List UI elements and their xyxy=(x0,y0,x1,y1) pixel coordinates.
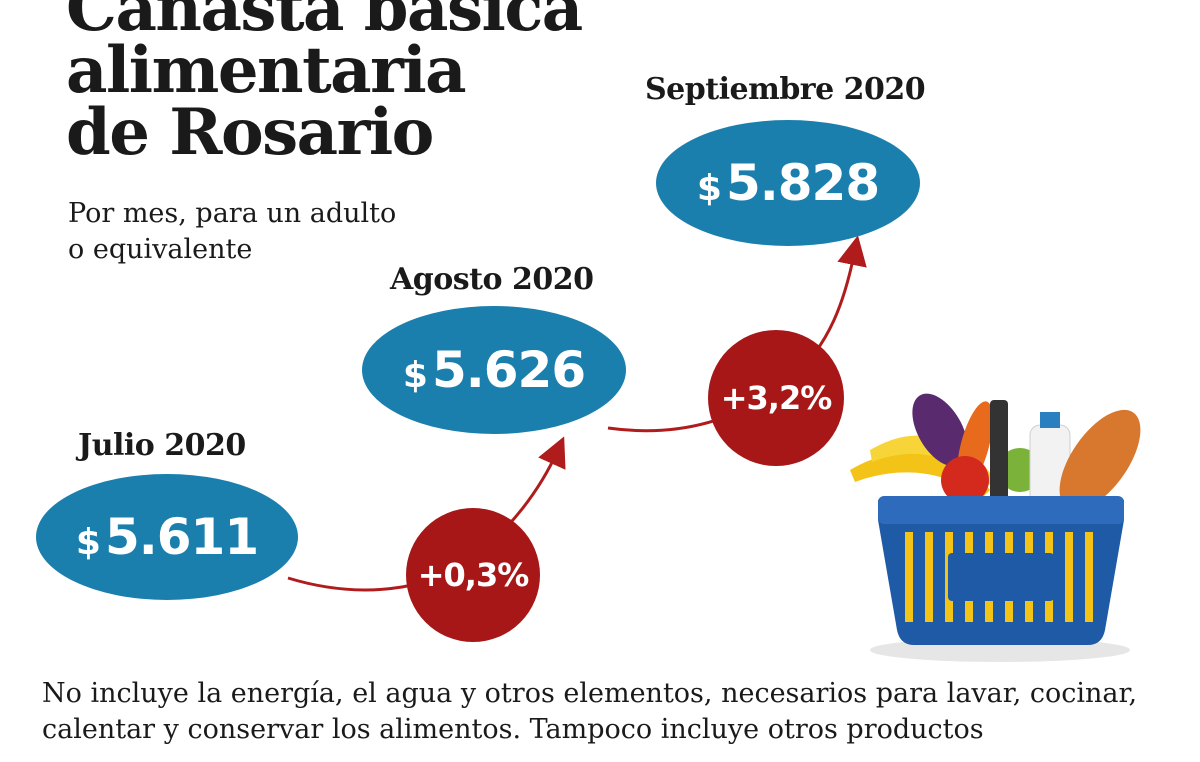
subtitle: Por mes, para un adulto o equivalente xyxy=(68,196,488,268)
currency-symbol: $ xyxy=(696,167,722,209)
footnote: No incluye la energía, el agua y otros e… xyxy=(42,678,1138,745)
price-bubble-3: $ 5.828 xyxy=(656,120,920,246)
month-label-2: Agosto 2020 xyxy=(390,262,594,297)
price-bubble-2: $ 5.626 xyxy=(362,306,626,434)
month-label-1: Julio 2020 xyxy=(78,428,246,463)
currency-symbol: $ xyxy=(402,354,428,396)
title-line-3: de Rosario xyxy=(66,95,434,170)
change-badge-2: +3,2% xyxy=(708,330,844,466)
price-value-3: 5.828 xyxy=(725,154,880,212)
currency-symbol: $ xyxy=(75,521,101,563)
price-value-1: 5.611 xyxy=(104,508,259,566)
price-bubble-1: $ 5.611 xyxy=(36,474,298,600)
title-line-2: alimentaria xyxy=(66,33,467,108)
subtitle-line-2: o equivalente xyxy=(68,234,253,265)
change-badge-1: +0,3% xyxy=(406,508,540,642)
subtitle-line-1: Por mes, para un adulto xyxy=(68,198,397,229)
title-line-1: Canasta básica xyxy=(66,0,583,46)
price-value-2: 5.626 xyxy=(431,341,586,399)
page-title: Canasta básica alimentaria de Rosario xyxy=(66,0,583,170)
month-label-3: Septiembre 2020 xyxy=(645,72,926,107)
